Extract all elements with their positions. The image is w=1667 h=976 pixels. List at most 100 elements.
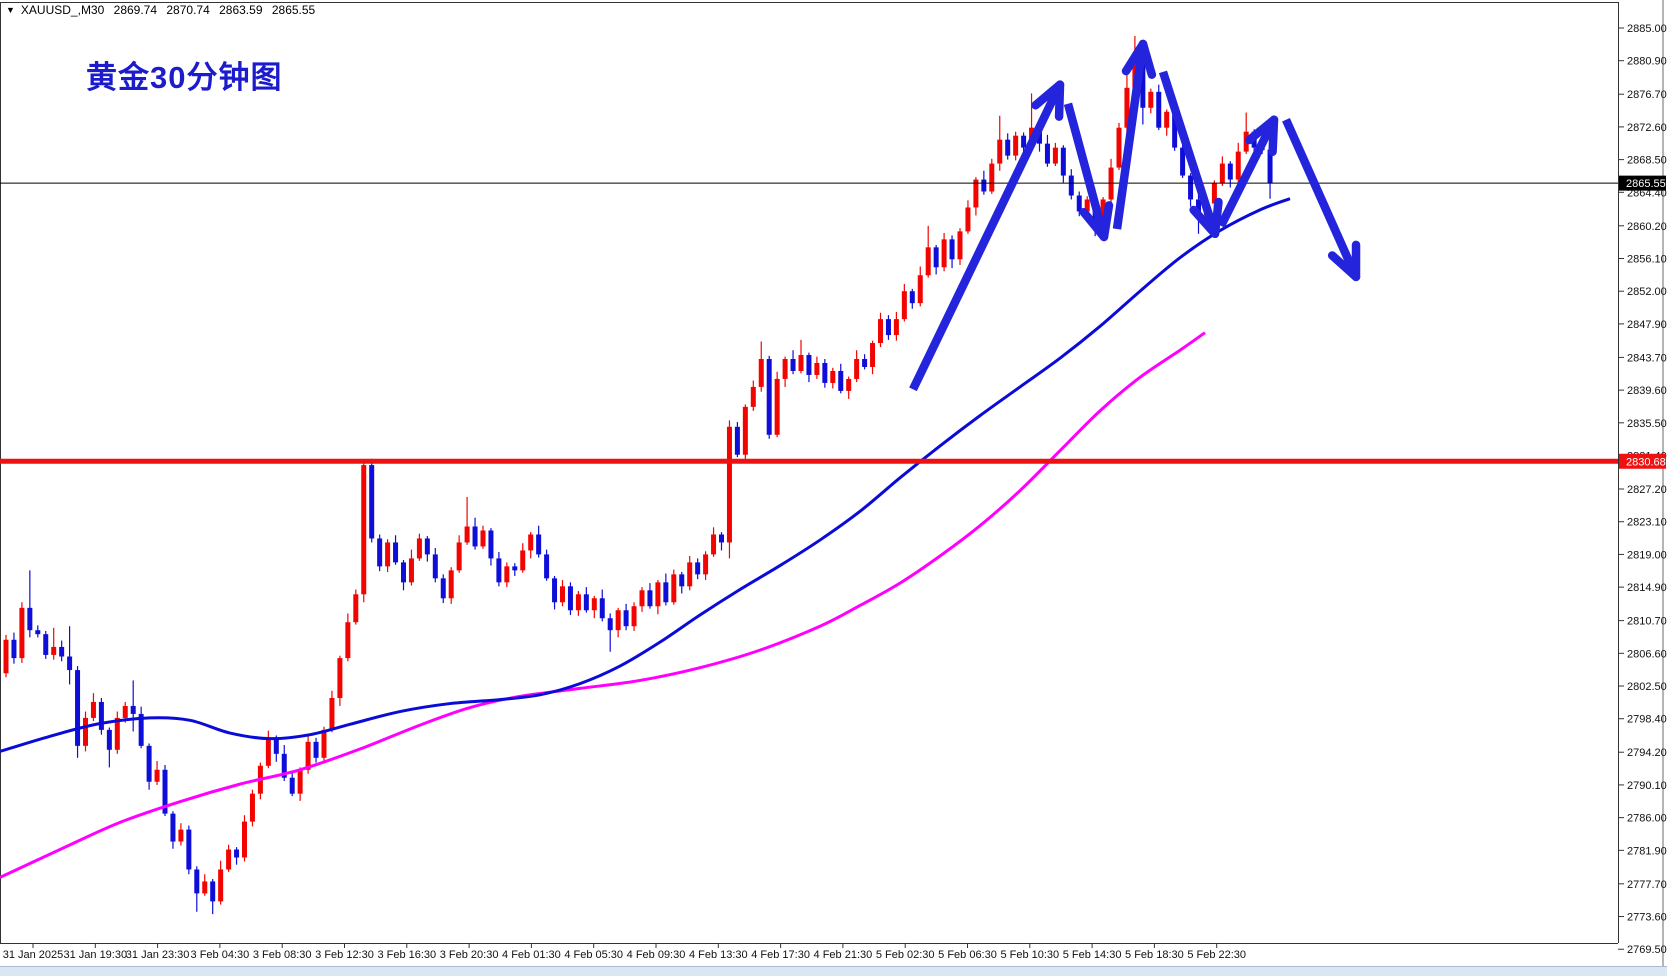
- time-tick-label: 4 Feb 05:30: [564, 949, 623, 961]
- candle: [599, 589, 605, 622]
- candle: [1164, 109, 1170, 136]
- candle: [583, 587, 589, 613]
- symbol-quote-text: XAUUSD_,M30 2869.74 2870.74 2863.59 2865…: [21, 3, 321, 17]
- trend-arrow[interactable]: [1158, 70, 1223, 239]
- quote-bar: ▼ XAUUSD_,M30 2869.74 2870.74 2863.59 28…: [6, 3, 321, 17]
- candle: [782, 356, 788, 387]
- price-tick-label: 2885.00: [1627, 23, 1667, 35]
- candle: [114, 711, 120, 754]
- price-axis[interactable]: 2885.002880.902876.702872.602868.502864.…: [1618, 23, 1667, 956]
- candle: [265, 730, 271, 769]
- time-tick-label: 31 Jan 19:30: [63, 949, 127, 961]
- trend-arrow[interactable]: [1112, 39, 1157, 230]
- time-tick-label: 5 Feb 18:30: [1125, 949, 1184, 961]
- candle: [846, 376, 852, 399]
- candle: [941, 232, 947, 272]
- candle: [774, 371, 780, 438]
- quote-high: 2870.74: [166, 3, 210, 17]
- candle: [98, 697, 104, 735]
- candle: [734, 422, 740, 458]
- symbol-timeframe-label: XAUUSD_,M30: [20, 3, 105, 17]
- candle: [1116, 122, 1122, 170]
- bottom-strip: [0, 966, 1667, 976]
- candle: [591, 595, 597, 619]
- candle: [567, 582, 573, 616]
- time-tick-label: 3 Feb 04:30: [191, 949, 250, 961]
- candle: [798, 339, 804, 374]
- candle: [329, 690, 335, 733]
- candle: [536, 525, 542, 558]
- price-tick-label: 2794.20: [1627, 747, 1667, 759]
- time-tick-label: 5 Feb 10:30: [1000, 949, 1059, 961]
- price-tick-label: 2786.00: [1627, 813, 1667, 825]
- time-tick-label: 4 Feb 09:30: [627, 949, 686, 961]
- quote-open: 2869.74: [113, 3, 158, 17]
- candle: [711, 527, 717, 557]
- candle: [210, 879, 216, 915]
- candle: [615, 607, 621, 638]
- candle: [758, 341, 764, 392]
- candle: [361, 461, 367, 603]
- candle: [345, 613, 351, 662]
- candle: [997, 115, 1003, 171]
- price-tick-label: 2868.50: [1627, 155, 1667, 167]
- candle: [957, 228, 963, 265]
- candle: [862, 354, 868, 370]
- candle: [472, 517, 478, 550]
- candle: [226, 844, 232, 872]
- candle: [726, 420, 732, 559]
- candle: [703, 551, 709, 580]
- candle: [369, 458, 375, 543]
- candle: [901, 284, 907, 322]
- trend-arrow[interactable]: [1063, 102, 1114, 242]
- price-tick-label: 2802.50: [1627, 681, 1667, 693]
- candle: [464, 496, 470, 545]
- candle: [663, 573, 669, 606]
- candle: [234, 847, 240, 865]
- candle: [750, 380, 756, 411]
- price-tick-label: 2843.70: [1627, 352, 1667, 364]
- candle: [1188, 173, 1194, 207]
- candle: [337, 655, 343, 706]
- symbol-dropdown-icon[interactable]: ▼: [6, 5, 15, 15]
- svg-text:2830.68: 2830.68: [1626, 456, 1666, 468]
- candle: [488, 528, 494, 566]
- candle: [146, 743, 152, 790]
- candle: [965, 200, 971, 234]
- trend-arrow[interactable]: [909, 80, 1065, 392]
- candle: [520, 543, 526, 573]
- candle: [27, 570, 33, 638]
- price-tick-label: 2819.00: [1627, 549, 1667, 561]
- candle: [623, 603, 629, 631]
- price-tick-label: 2806.60: [1627, 648, 1667, 660]
- candle: [313, 737, 319, 763]
- candle: [989, 158, 995, 194]
- trend-arrow[interactable]: [1217, 115, 1279, 228]
- time-tick-label: 3 Feb 08:30: [253, 949, 312, 961]
- candle: [766, 355, 772, 439]
- candle: [59, 640, 65, 662]
- price-tick-label: 2773.60: [1627, 912, 1667, 924]
- time-tick-label: 3 Feb 20:30: [440, 949, 499, 961]
- price-tick-label: 2835.50: [1627, 418, 1667, 430]
- candle: [790, 350, 796, 375]
- candle: [814, 356, 820, 379]
- price-tick-label: 2798.40: [1627, 714, 1667, 726]
- candle: [655, 579, 661, 615]
- trend-arrow[interactable]: [1282, 117, 1361, 282]
- candle: [695, 558, 701, 580]
- candle: [1219, 156, 1225, 186]
- candle: [631, 602, 637, 631]
- candle: [1180, 142, 1186, 178]
- candle: [679, 571, 685, 594]
- candle: [504, 562, 510, 588]
- price-tick-label: 2790.10: [1627, 780, 1667, 792]
- trend-arrows-layer[interactable]: [909, 39, 1361, 392]
- candle: [1235, 142, 1241, 183]
- candle: [1060, 145, 1066, 183]
- price-tick-label: 2769.50: [1627, 944, 1667, 956]
- candle: [154, 760, 160, 785]
